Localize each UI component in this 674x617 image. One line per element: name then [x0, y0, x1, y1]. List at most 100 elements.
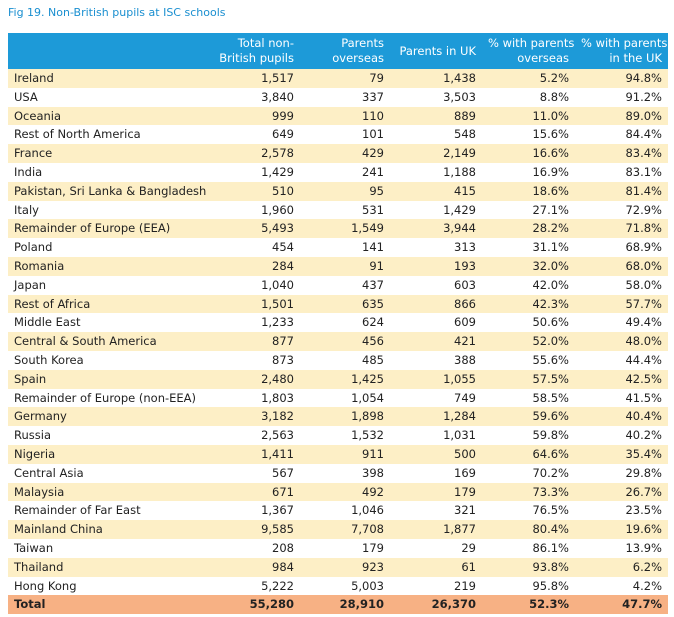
value-cell: 398 — [362, 465, 384, 480]
value-cell: 35.4% — [575, 444, 668, 464]
value-cell: 4.2% — [632, 578, 662, 593]
value-cell: 68.9% — [625, 240, 662, 255]
value-cell: 31.1% — [532, 240, 569, 255]
value-cell: 68.0% — [575, 256, 668, 276]
value-cell: 89.0% — [575, 106, 668, 126]
region-cell: USA — [14, 89, 38, 104]
value-cell: 1,517 — [208, 69, 300, 88]
value-cell: 3,182 — [208, 407, 300, 427]
table-row: France 2,578 429 2,149 16.6% 83.4% — [8, 144, 668, 163]
header-line: in the UK — [609, 51, 662, 65]
header-line: Parents — [341, 36, 384, 50]
region-cell: Central & South America — [8, 332, 208, 351]
value-cell: 29 — [461, 540, 476, 555]
value-cell: 91.2% — [625, 89, 662, 104]
value-cell: 889 — [390, 106, 482, 126]
value-cell: 18.6% — [482, 181, 575, 201]
value-cell: 84.4% — [625, 127, 662, 142]
value-cell: 70.2% — [532, 465, 569, 480]
region-cell: Ireland — [8, 69, 208, 88]
value-cell: 485 — [362, 352, 384, 367]
value-cell: 877 — [208, 332, 300, 351]
value-cell: 5,222 — [261, 578, 294, 593]
table-row: Russia 2,563 1,532 1,031 59.8% 40.2% — [8, 426, 668, 445]
table-row: Japan 1,040 437 603 42.0% 58.0% — [8, 276, 668, 295]
value-cell: 1,425 — [300, 369, 390, 389]
header-cell: Total non- British pupils — [208, 33, 300, 69]
value-cell: 141 — [362, 240, 384, 255]
value-cell: 1,532 — [351, 428, 384, 443]
table-row: Central Asia 567 398 169 70.2% 29.8% — [8, 464, 668, 483]
value-cell: 76.5% — [532, 503, 569, 518]
value-cell: 635 — [300, 294, 390, 314]
value-cell: 86.1% — [532, 540, 569, 555]
value-cell: 83.4% — [575, 144, 668, 163]
value-cell: 866 — [390, 294, 482, 314]
value-cell: 193 — [390, 256, 482, 276]
header-line: % with parents — [581, 36, 668, 50]
value-cell: 59.6% — [482, 407, 575, 427]
value-cell: 492 — [300, 482, 390, 502]
value-cell: 1,284 — [390, 407, 482, 427]
value-cell: 79 — [300, 69, 390, 88]
value-cell: 313 — [454, 240, 476, 255]
table-row: Thailand 984 923 61 93.8% 6.2% — [8, 557, 668, 577]
region-cell: Pakistan, Sri Lanka & Bangladesh — [8, 181, 208, 201]
header-line: Total non- — [237, 36, 294, 50]
region-cell: Remainder of Europe (EEA) — [8, 219, 208, 239]
table-row: Poland 454 141 313 31.1% 68.9% — [8, 238, 668, 257]
table-row: Rest of Africa 1,501 635 866 42.3% 57.7% — [8, 294, 668, 314]
table-row: Mainland China 9,585 7,708 1,877 80.4% 19.6% — [8, 520, 668, 539]
table-row: Oceania 999 110 889 11.0% 89.0% — [8, 106, 668, 126]
value-cell: 1,040 — [261, 277, 294, 292]
value-cell: 500 — [390, 444, 482, 464]
data-table: Total non- British pupils Parents overseas P… — [8, 33, 668, 615]
value-cell: 80.4% — [482, 520, 575, 539]
value-cell: 1,411 — [208, 444, 300, 464]
value-cell: 169 — [454, 465, 476, 480]
table-body: Ireland 1,517 79 1,438 5.2% 94.8% USA 3,840 337 3… — [8, 69, 668, 615]
value-cell: 48.0% — [575, 332, 668, 351]
value-cell: 29.8% — [625, 465, 662, 480]
region-cell: Middle East — [14, 315, 81, 330]
value-cell: 27.1% — [532, 202, 569, 217]
value-cell: 19.6% — [575, 520, 668, 539]
region-cell: Romania — [8, 256, 208, 276]
value-cell: 59.8% — [532, 428, 569, 443]
value-cell: 58.0% — [625, 277, 662, 292]
region-cell: Poland — [14, 240, 53, 255]
value-cell: 81.4% — [575, 181, 668, 201]
value-cell: 9,585 — [208, 520, 300, 539]
region-cell: Malaysia — [8, 482, 208, 502]
region-cell: Japan — [14, 277, 47, 292]
value-cell: 1,429 — [443, 202, 476, 217]
region-cell: Oceania — [8, 106, 208, 126]
region-cell: Nigeria — [8, 444, 208, 464]
value-cell: 83.1% — [625, 164, 662, 179]
figure-title: Fig 19. Non-British pupils at ISC school… — [8, 6, 226, 19]
value-cell: 1,233 — [261, 315, 294, 330]
value-cell: 179 — [390, 482, 482, 502]
value-cell: 93.8% — [482, 557, 575, 577]
value-cell: 179 — [362, 540, 384, 555]
table-row: Hong Kong 5,222 5,003 219 95.8% 4.2% — [8, 577, 668, 596]
region-cell: Rest of Africa — [8, 294, 208, 314]
value-cell: 609 — [454, 315, 476, 330]
value-cell: 2,578 — [208, 144, 300, 163]
header-cell — [8, 33, 208, 69]
value-cell: 1,367 — [261, 503, 294, 518]
value-cell: 44.4% — [625, 352, 662, 367]
region-cell: Russia — [14, 428, 51, 443]
value-cell: 42.0% — [532, 277, 569, 292]
table-row: USA 3,840 337 3,503 8.8% 91.2% — [8, 88, 668, 107]
header-row: Total non- British pupils Parents overseas P… — [8, 33, 668, 69]
table-row: Germany 3,182 1,898 1,284 59.6% 40.4% — [8, 407, 668, 427]
region-cell: Italy — [14, 202, 39, 217]
value-cell: 2,563 — [261, 428, 294, 443]
value-cell: 1,031 — [443, 428, 476, 443]
value-cell: 55.6% — [532, 352, 569, 367]
value-cell: 454 — [272, 240, 294, 255]
table-row: Middle East 1,233 624 609 50.6% 49.4% — [8, 313, 668, 332]
value-cell: 671 — [208, 482, 300, 502]
